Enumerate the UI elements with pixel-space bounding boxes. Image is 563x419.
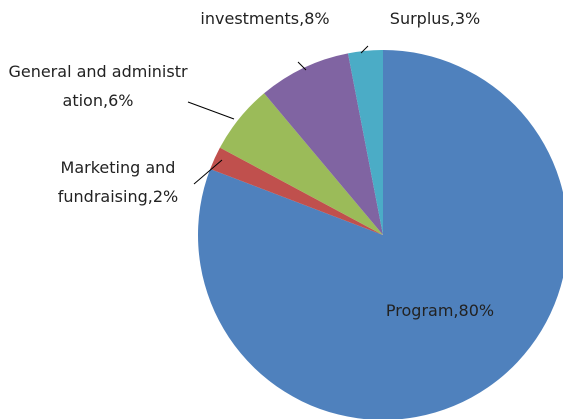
pie-slice xyxy=(264,53,383,236)
data-label: investments,8% xyxy=(200,9,330,28)
leader-line xyxy=(297,61,307,71)
leader-line xyxy=(187,101,235,120)
leader-line xyxy=(193,159,223,185)
data-label: Marketing and fundraising,2% xyxy=(57,158,179,206)
pie-slice xyxy=(210,147,383,235)
data-label: Surplus,3% xyxy=(389,9,481,28)
pie-slice xyxy=(347,50,383,235)
pie-slice xyxy=(198,50,563,419)
pie-slice xyxy=(219,93,383,236)
data-label: General and administration,6% xyxy=(8,62,188,110)
leader-line xyxy=(360,45,369,54)
data-label: Program,80% xyxy=(385,301,495,320)
